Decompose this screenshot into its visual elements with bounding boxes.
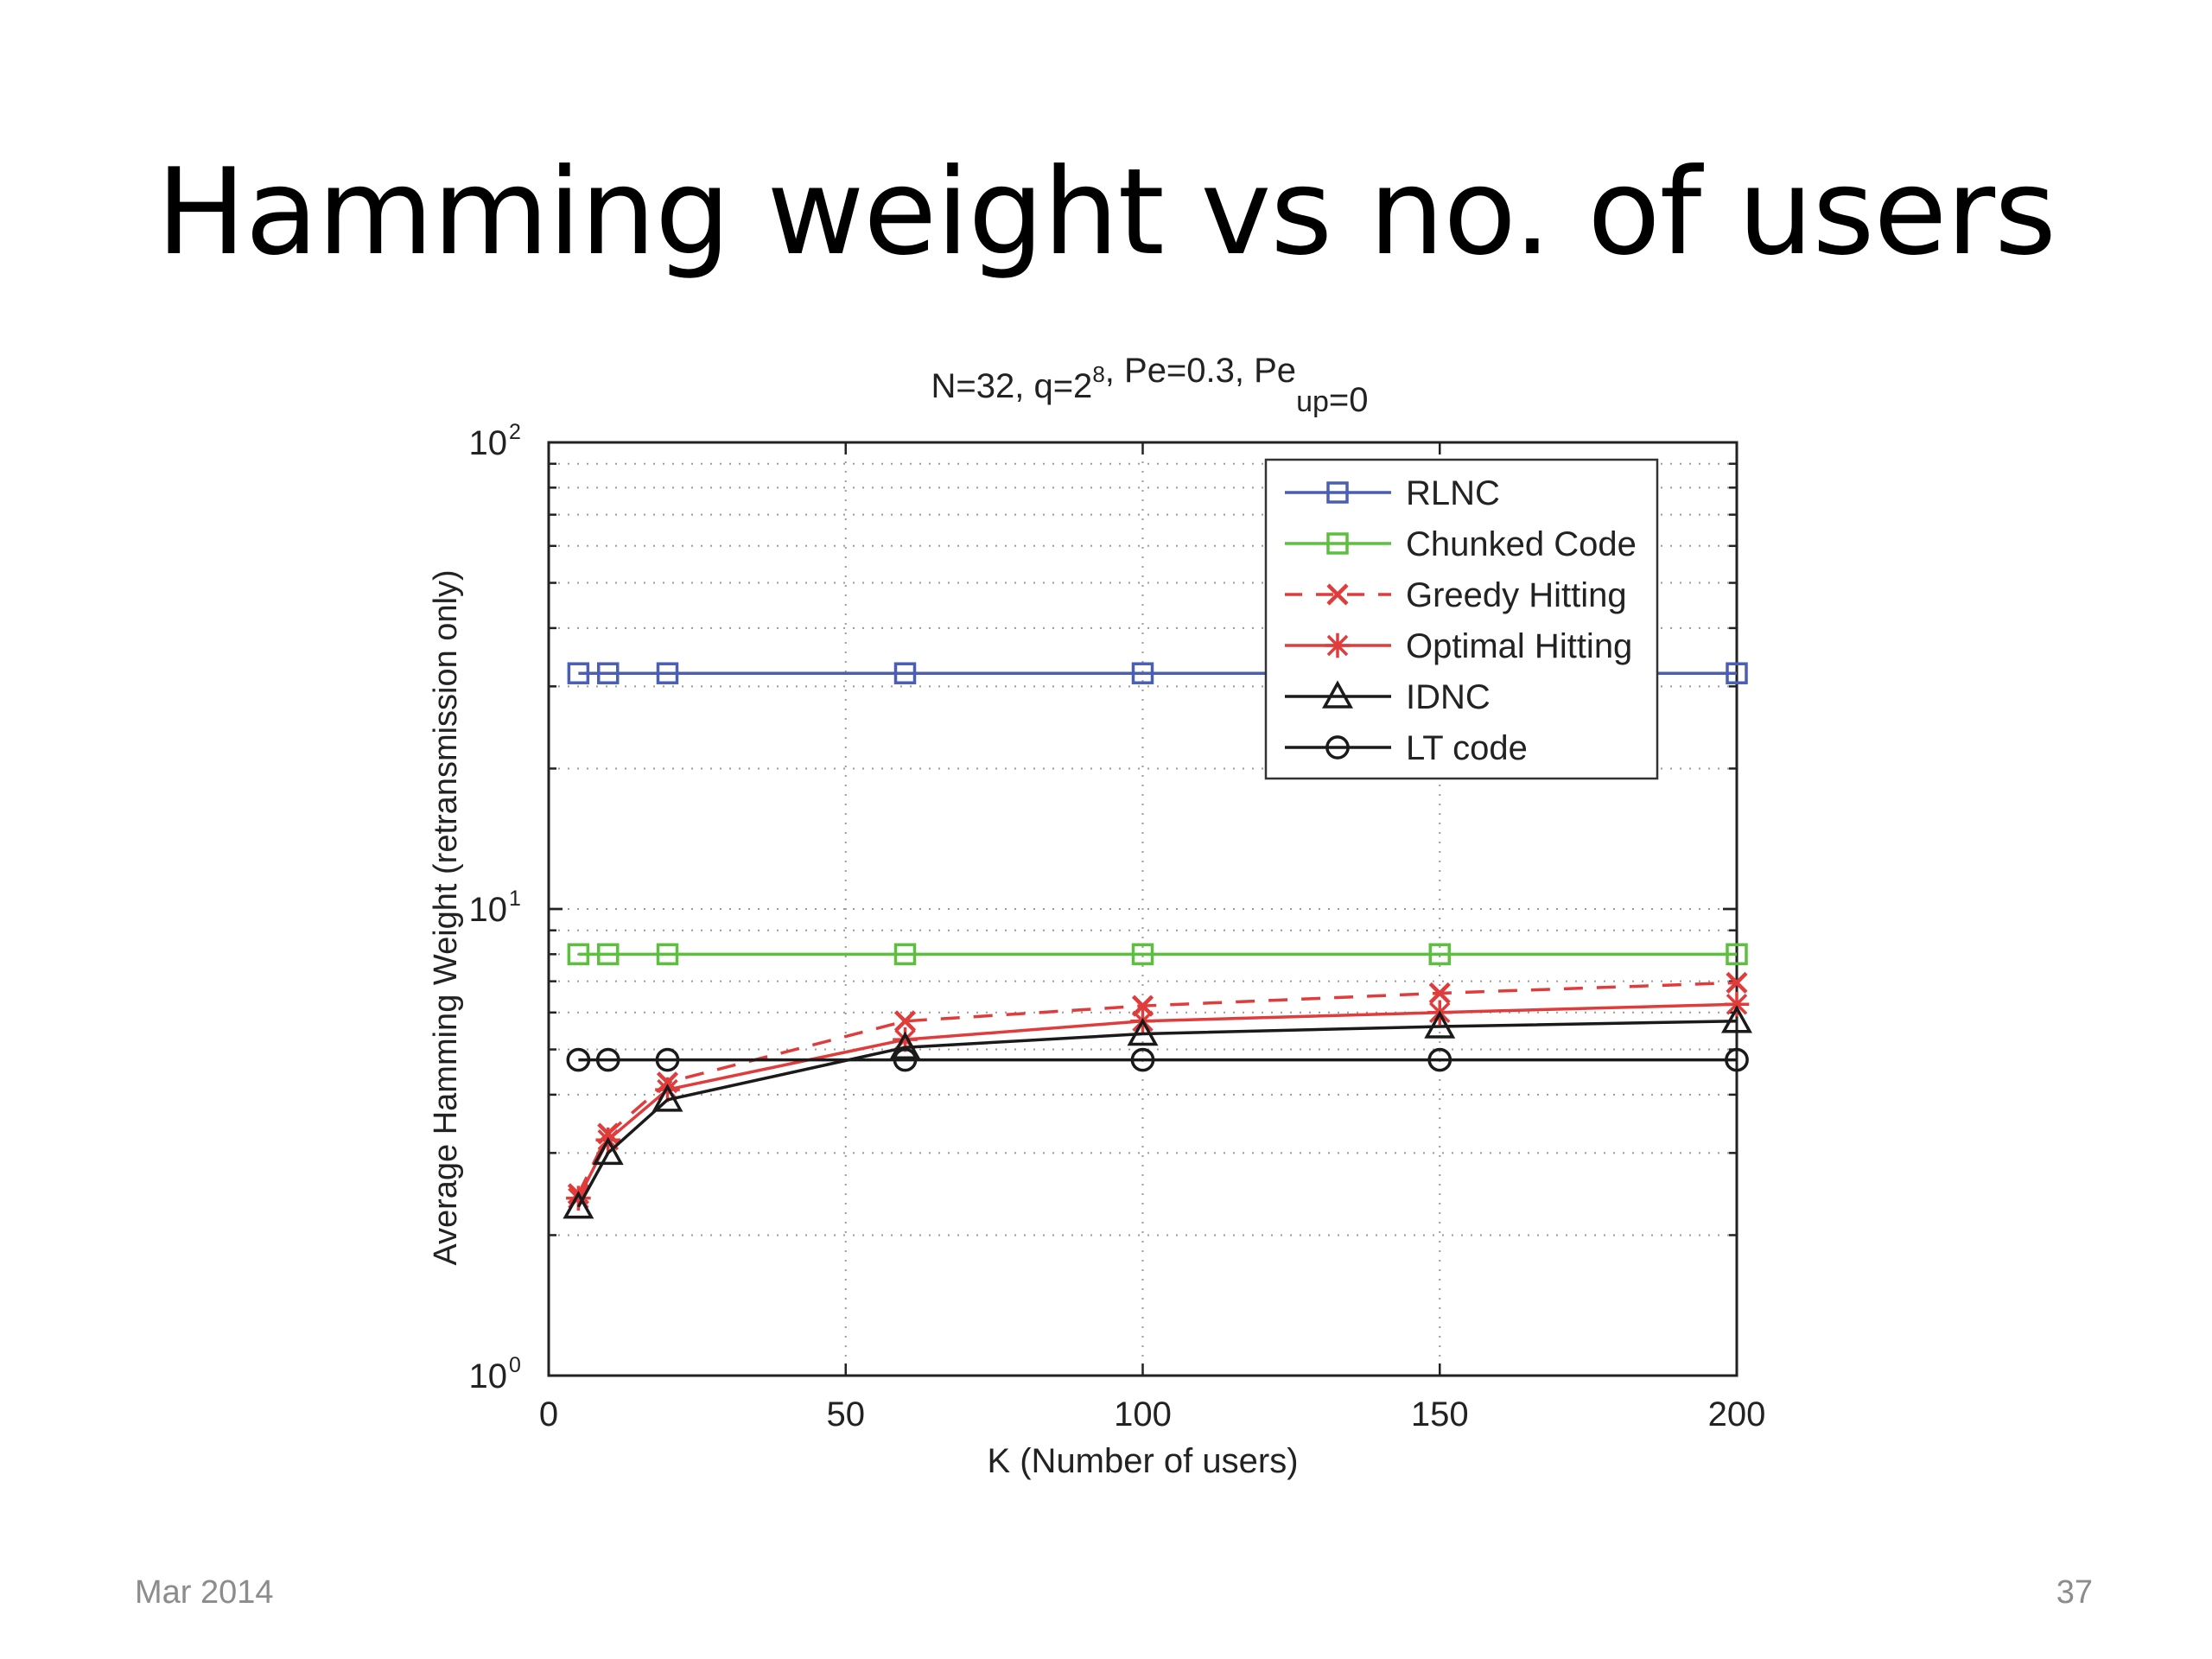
data-point (595, 1047, 620, 1072)
data-point (652, 1084, 683, 1112)
data-point (566, 1185, 591, 1211)
y-tick-label: 10 (469, 424, 508, 462)
chart-title: N=32, q=28, Pe=0.3, Peup=0 (931, 352, 1368, 419)
data-point (893, 1010, 917, 1033)
data-point (1721, 1005, 1752, 1033)
data-point (597, 662, 620, 684)
legend-label: IDNC (1406, 678, 1491, 716)
legend-label: Optimal Hitting (1406, 627, 1632, 665)
legend-marker (1326, 583, 1349, 606)
data-point (893, 1027, 918, 1052)
legend-label: Chunked Code (1406, 525, 1637, 563)
legend-items: RLNC Chunked Code Greedy Hitting Optimal Hi… (1285, 474, 1637, 767)
data-point (1131, 662, 1154, 684)
y-tick-exponent: 0 (509, 1353, 521, 1377)
series-layer (563, 662, 1752, 1219)
series-line (576, 1020, 1738, 1208)
data-point (893, 943, 917, 966)
legend-marker (1326, 481, 1349, 504)
data-point (1428, 943, 1451, 966)
chart-title-part: up (1296, 385, 1329, 418)
y-axis-label: Average Hamming Weight (retransmission o… (428, 569, 464, 1265)
data-point (655, 1047, 680, 1072)
legend-box (1264, 458, 1659, 780)
chart-title-part: , Pe=0.3, Pe (1105, 352, 1296, 390)
data-point (1726, 971, 1748, 994)
y-tick-exponent: 1 (509, 887, 521, 911)
legend-marker (1322, 680, 1353, 709)
legend-label: RLNC (1406, 474, 1500, 512)
data-point (656, 943, 679, 966)
data-point (1131, 995, 1154, 1017)
data-point (1427, 1047, 1452, 1072)
footer-date: Mar 2014 (135, 1574, 274, 1611)
legend-item-lt-code: LT code (1285, 729, 1528, 767)
x-axis-label: K (Number of users) (987, 1442, 1298, 1480)
legend-label: Greedy Hitting (1406, 576, 1627, 614)
data-point (1724, 991, 1750, 1017)
series-line (576, 981, 1738, 1195)
data-point (1130, 1047, 1155, 1072)
data-point (656, 662, 679, 684)
x-tick-label: 100 (1114, 1395, 1172, 1433)
data-point (893, 662, 917, 684)
legend-marker (1326, 532, 1349, 555)
legend-item-greedy-hitting: Greedy Hitting (1285, 576, 1627, 614)
data-point (567, 662, 590, 684)
series-chunked-code (567, 943, 1748, 966)
data-point (1725, 1047, 1749, 1072)
series-idnc (563, 1005, 1752, 1219)
data-point (597, 943, 620, 966)
page-number: 37 (2056, 1574, 2093, 1611)
legend: RLNC Chunked Code Greedy Hitting Optimal Hi… (1264, 458, 1659, 780)
data-point (1726, 662, 1748, 684)
legend-item-idnc: IDNC (1285, 678, 1491, 716)
legend-marker (1325, 632, 1351, 658)
data-point (1726, 943, 1748, 966)
data-point (1424, 1010, 1456, 1039)
legend-marker (1325, 735, 1350, 760)
chart-title-part: 8 (1092, 361, 1104, 387)
data-point (567, 943, 590, 966)
chart-title-part: N=32, q=2 (931, 367, 1092, 405)
x-tick-label: 0 (539, 1395, 558, 1433)
x-tick-label: 200 (1708, 1395, 1766, 1433)
y-tick-exponent: 2 (509, 420, 521, 444)
series-lt-code (566, 1047, 1749, 1072)
data-point (566, 1047, 591, 1072)
x-tick-label: 50 (827, 1395, 866, 1433)
x-tick-label: 150 (1411, 1395, 1469, 1433)
slide-title: Hamming weight vs no. of users (156, 143, 2056, 282)
data-point (592, 1136, 624, 1166)
y-tick-label: 10 (469, 891, 508, 929)
data-point (893, 1047, 918, 1072)
legend-label: LT code (1406, 729, 1528, 767)
legend-item-chunked-code: Chunked Code (1285, 525, 1637, 563)
data-point (1428, 982, 1451, 1005)
legend-item-optimal-hitting: Optimal Hitting (1285, 627, 1632, 665)
data-point (1127, 1017, 1159, 1046)
legend-item-rlnc: RLNC (1285, 474, 1500, 512)
data-point (1131, 943, 1154, 966)
data-point (563, 1191, 594, 1219)
data-point (889, 1031, 921, 1059)
chart-title-part: =0 (1329, 381, 1369, 419)
y-tick-label: 10 (469, 1357, 508, 1395)
